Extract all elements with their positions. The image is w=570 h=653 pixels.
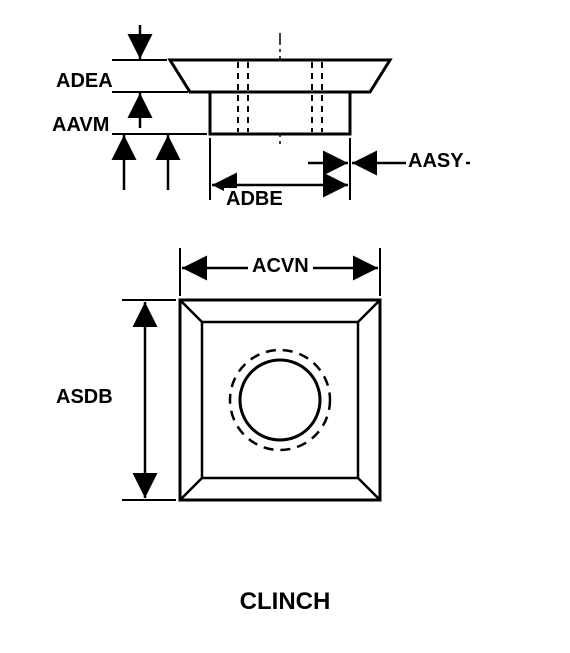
- label-asdb: ASDB: [56, 386, 113, 409]
- outer-square: [180, 300, 380, 500]
- label-aavm: AAVM: [52, 114, 109, 137]
- label-aasy: AASY: [406, 150, 466, 173]
- label-adbe: ADBE: [224, 188, 285, 211]
- top-flange: [170, 60, 390, 92]
- label-adea: ADEA: [56, 70, 113, 93]
- bottom-shank: [210, 92, 350, 134]
- label-acvn: ACVN: [248, 255, 313, 278]
- diagram-container: ADEA AAVM ADBE AASY ACVN ASDB CLINCH: [0, 0, 570, 653]
- diagram-svg: [0, 0, 570, 653]
- diagram-title: CLINCH: [0, 588, 570, 616]
